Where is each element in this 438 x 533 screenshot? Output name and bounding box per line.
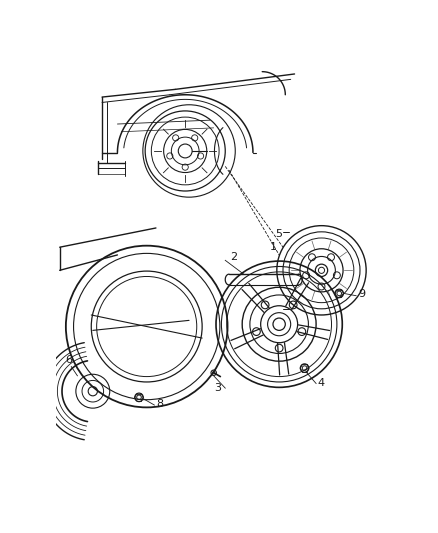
Text: 5: 5 xyxy=(276,229,283,239)
Text: 4: 4 xyxy=(318,378,325,388)
Text: 8: 8 xyxy=(156,399,163,409)
Text: 1: 1 xyxy=(270,241,277,252)
Text: 3: 3 xyxy=(214,383,221,393)
Text: 6: 6 xyxy=(65,355,72,365)
Text: 9: 9 xyxy=(358,289,366,299)
Text: 2: 2 xyxy=(230,252,237,262)
